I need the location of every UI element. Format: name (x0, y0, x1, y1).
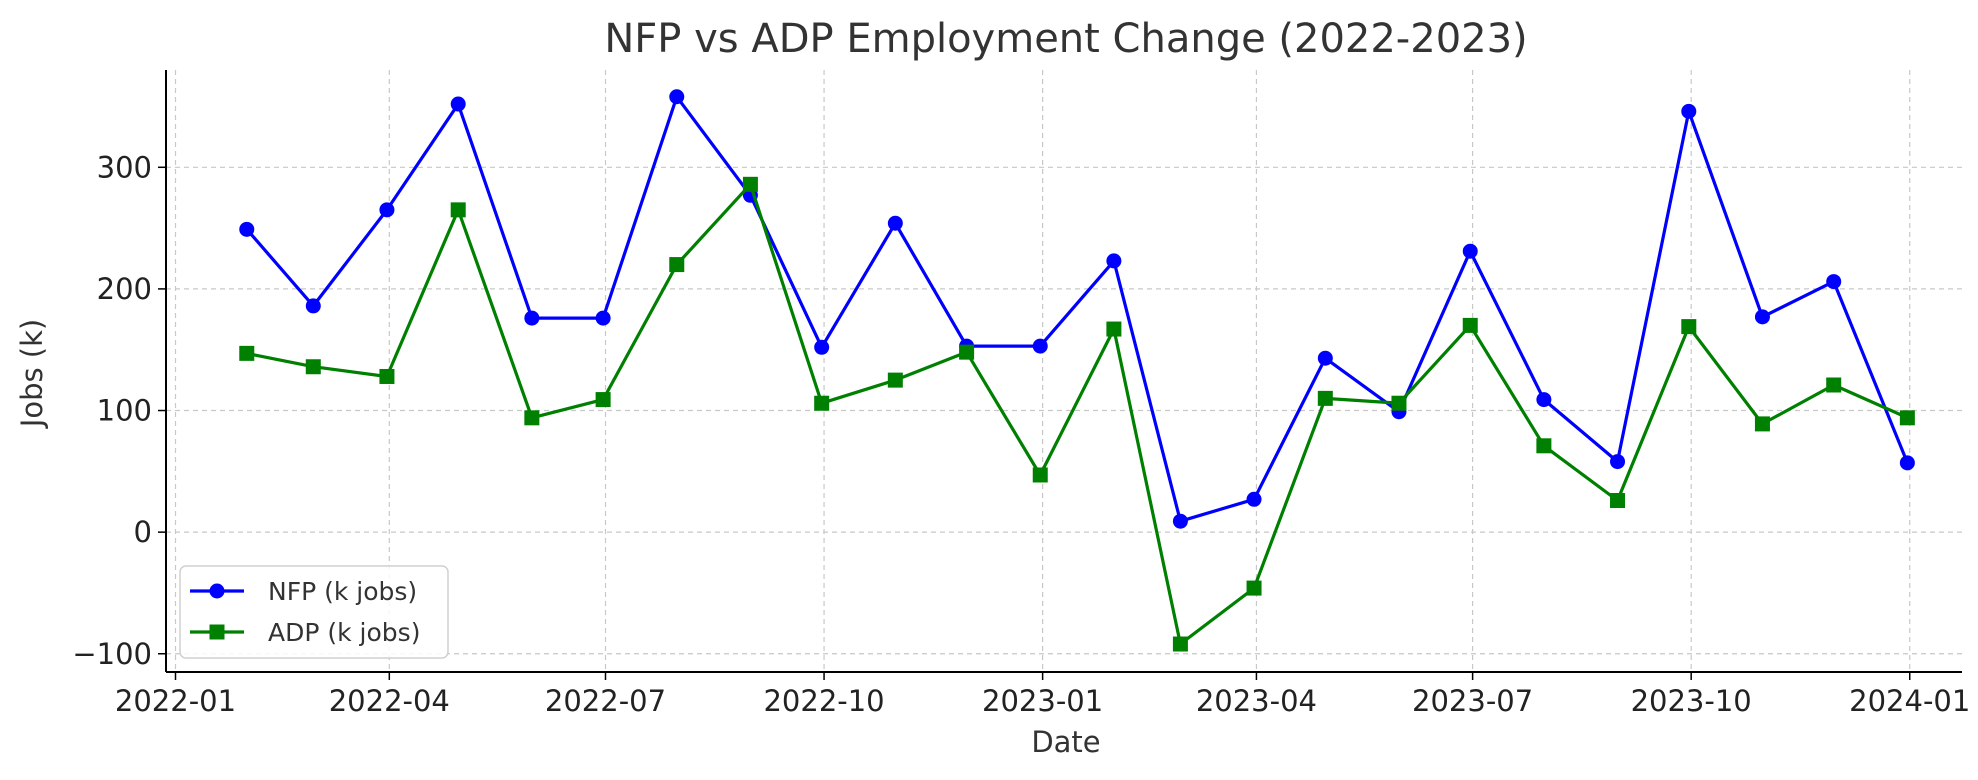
y-tick-label: 200 (97, 272, 152, 306)
chart-title: NFP vs ADP Employment Change (2022-2023) (604, 16, 1527, 62)
data-point-nfp (1462, 243, 1478, 259)
tick-marks: 2022-01 2022-04 2022-07 2022-10 2023-01 2023-… (72, 150, 1970, 718)
x-tick-label: 2023-10 (1631, 684, 1752, 718)
data-point-nfp (1681, 103, 1697, 119)
legend-label-adp: ADP (k jobs) (268, 618, 420, 647)
series-nfp (239, 89, 1915, 529)
data-point-nfp (305, 298, 321, 314)
data-point-nfp (1610, 454, 1626, 470)
x-axis-label: Date (1031, 725, 1100, 759)
axes (165, 70, 1962, 673)
legend-item-nfp: NFP (k jobs) (190, 577, 417, 606)
data-point-nfp (1899, 455, 1915, 471)
data-point-adp (1462, 317, 1478, 333)
data-point-nfp (1246, 491, 1262, 507)
data-point-adp (1610, 493, 1626, 509)
x-tick-label: 2023-01 (982, 684, 1103, 718)
data-point-nfp (887, 215, 903, 231)
data-point-nfp (1826, 274, 1842, 290)
data-point-nfp (524, 310, 540, 326)
data-point-adp (1032, 467, 1048, 483)
data-point-adp (669, 257, 685, 273)
data-point-nfp (595, 310, 611, 326)
series-line-nfp (245, 95, 1909, 523)
grid-lines (166, 70, 1962, 672)
data-point-nfp (239, 221, 255, 237)
legend-box (179, 565, 449, 659)
data-point-adp (305, 359, 321, 375)
series-line-adp (246, 182, 1909, 646)
y-tick-label: 300 (97, 150, 152, 184)
y-tick-label: −100 (72, 637, 152, 671)
data-point-adp (1754, 416, 1770, 432)
data-point-nfp (1172, 513, 1188, 529)
series-layer (239, 89, 1915, 652)
data-point-nfp (1754, 309, 1770, 325)
data-point-nfp (379, 202, 395, 218)
legend-marker-adp (209, 624, 225, 640)
data-point-adp (959, 344, 975, 360)
data-point-nfp (1536, 392, 1552, 408)
x-tick-label: 2024-01 (1849, 684, 1970, 718)
data-point-adp (1681, 319, 1697, 335)
y-tick-label: 0 (134, 515, 152, 549)
data-point-nfp (450, 96, 466, 112)
data-point-nfp (1106, 253, 1122, 269)
series-adp (239, 176, 1915, 652)
data-point-adp (1536, 438, 1552, 454)
x-tick-label: 2022-04 (329, 684, 450, 718)
x-tick-label: 2022-07 (545, 684, 666, 718)
data-point-adp (379, 368, 395, 384)
legend-label-nfp: NFP (k jobs) (268, 577, 417, 606)
data-point-adp (450, 202, 466, 218)
y-axis-label: Jobs (k) (15, 319, 49, 429)
data-point-adp (239, 345, 255, 361)
data-point-adp (1317, 390, 1333, 406)
x-tick-label: 2023-04 (1196, 684, 1317, 718)
y-tick-label: 100 (97, 394, 152, 428)
data-point-adp (1246, 580, 1262, 596)
data-point-adp (1826, 377, 1842, 393)
data-point-nfp (1317, 350, 1333, 366)
data-point-adp (524, 410, 540, 426)
data-point-adp (1172, 636, 1188, 652)
data-point-adp (1899, 410, 1915, 426)
data-point-adp (1391, 395, 1407, 411)
legend-item-adp: ADP (k jobs) (190, 618, 420, 647)
data-point-adp (814, 395, 830, 411)
data-point-nfp (1032, 338, 1048, 354)
legend: NFP (k jobs) ADP (k jobs) (179, 565, 449, 659)
data-point-nfp (814, 339, 830, 355)
data-point-adp (1106, 321, 1122, 337)
data-point-adp (742, 176, 758, 192)
data-point-adp (595, 392, 611, 408)
data-point-nfp (669, 89, 685, 105)
x-tick-label: 2022-01 (115, 684, 236, 718)
x-tick-label: 2023-07 (1412, 684, 1533, 718)
x-tick-label: 2022-10 (763, 684, 884, 718)
data-point-adp (887, 372, 903, 388)
legend-marker-nfp (209, 583, 225, 599)
